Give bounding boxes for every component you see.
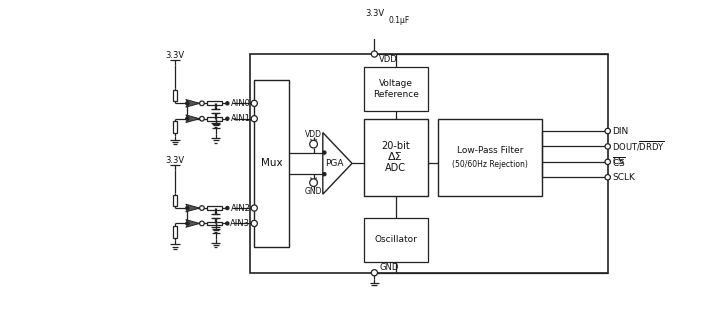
- Circle shape: [200, 101, 204, 106]
- Circle shape: [251, 116, 258, 122]
- Circle shape: [251, 205, 258, 211]
- Text: DIN: DIN: [612, 127, 629, 136]
- Text: 3.3V: 3.3V: [365, 9, 384, 18]
- Circle shape: [309, 179, 317, 186]
- FancyBboxPatch shape: [207, 101, 222, 105]
- Circle shape: [323, 151, 326, 154]
- Text: Low-Pass Filter: Low-Pass Filter: [457, 146, 523, 155]
- Text: ADC: ADC: [385, 163, 406, 173]
- Circle shape: [605, 159, 610, 165]
- Circle shape: [605, 128, 610, 134]
- Polygon shape: [185, 99, 200, 107]
- Circle shape: [200, 206, 204, 210]
- FancyBboxPatch shape: [173, 195, 177, 206]
- Circle shape: [185, 206, 189, 210]
- Text: C̅S̅: C̅S̅: [612, 157, 624, 166]
- Text: PGA: PGA: [325, 159, 343, 168]
- Text: Reference: Reference: [372, 90, 418, 99]
- FancyBboxPatch shape: [173, 121, 177, 133]
- Text: AIN1: AIN1: [231, 114, 251, 123]
- Circle shape: [371, 51, 377, 57]
- Text: 3.3V: 3.3V: [166, 51, 185, 60]
- FancyBboxPatch shape: [207, 222, 222, 225]
- Circle shape: [605, 144, 610, 149]
- Text: ΔΣ: ΔΣ: [388, 152, 403, 162]
- Circle shape: [185, 102, 189, 105]
- FancyBboxPatch shape: [251, 54, 607, 273]
- Circle shape: [605, 175, 610, 180]
- Circle shape: [200, 221, 204, 226]
- Circle shape: [226, 117, 229, 120]
- Text: Mux: Mux: [261, 158, 282, 168]
- Text: $\overline{\mathrm{CS}}$: $\overline{\mathrm{CS}}$: [612, 155, 627, 169]
- Circle shape: [226, 222, 229, 225]
- FancyBboxPatch shape: [364, 119, 428, 196]
- Circle shape: [185, 117, 189, 120]
- Polygon shape: [185, 220, 200, 227]
- Text: 0.1μF: 0.1μF: [388, 16, 409, 25]
- Circle shape: [373, 52, 376, 56]
- Polygon shape: [185, 204, 200, 212]
- FancyBboxPatch shape: [173, 90, 177, 101]
- Text: SCLK: SCLK: [612, 173, 635, 182]
- Text: AIN3: AIN3: [230, 219, 251, 228]
- Circle shape: [323, 173, 326, 176]
- FancyBboxPatch shape: [207, 206, 222, 210]
- FancyBboxPatch shape: [207, 117, 222, 121]
- Text: DOUT/$\overline{\mathrm{DRDY}}$: DOUT/$\overline{\mathrm{DRDY}}$: [612, 140, 665, 153]
- Text: 20-bit: 20-bit: [381, 141, 410, 151]
- Polygon shape: [323, 133, 352, 194]
- Circle shape: [251, 220, 258, 226]
- Text: VDD: VDD: [379, 55, 398, 64]
- Text: Oscillator: Oscillator: [374, 235, 417, 244]
- FancyBboxPatch shape: [438, 119, 542, 196]
- Text: AIN2: AIN2: [231, 204, 251, 213]
- Text: AIN0: AIN0: [231, 99, 251, 108]
- Circle shape: [309, 140, 317, 148]
- Circle shape: [251, 100, 258, 106]
- FancyBboxPatch shape: [364, 67, 428, 111]
- Circle shape: [371, 270, 377, 276]
- Polygon shape: [185, 115, 200, 123]
- Circle shape: [185, 222, 189, 225]
- FancyBboxPatch shape: [364, 218, 428, 262]
- Circle shape: [226, 102, 229, 105]
- FancyBboxPatch shape: [173, 226, 177, 238]
- Circle shape: [226, 206, 229, 210]
- Text: GND: GND: [305, 187, 322, 196]
- Text: 3.3V: 3.3V: [166, 156, 185, 165]
- Text: (50/60Hz Rejection): (50/60Hz Rejection): [452, 160, 528, 169]
- FancyBboxPatch shape: [254, 80, 289, 247]
- Text: Voltage: Voltage: [379, 79, 413, 88]
- Text: GND: GND: [379, 263, 399, 272]
- Circle shape: [200, 117, 204, 121]
- Text: VDD: VDD: [305, 130, 322, 139]
